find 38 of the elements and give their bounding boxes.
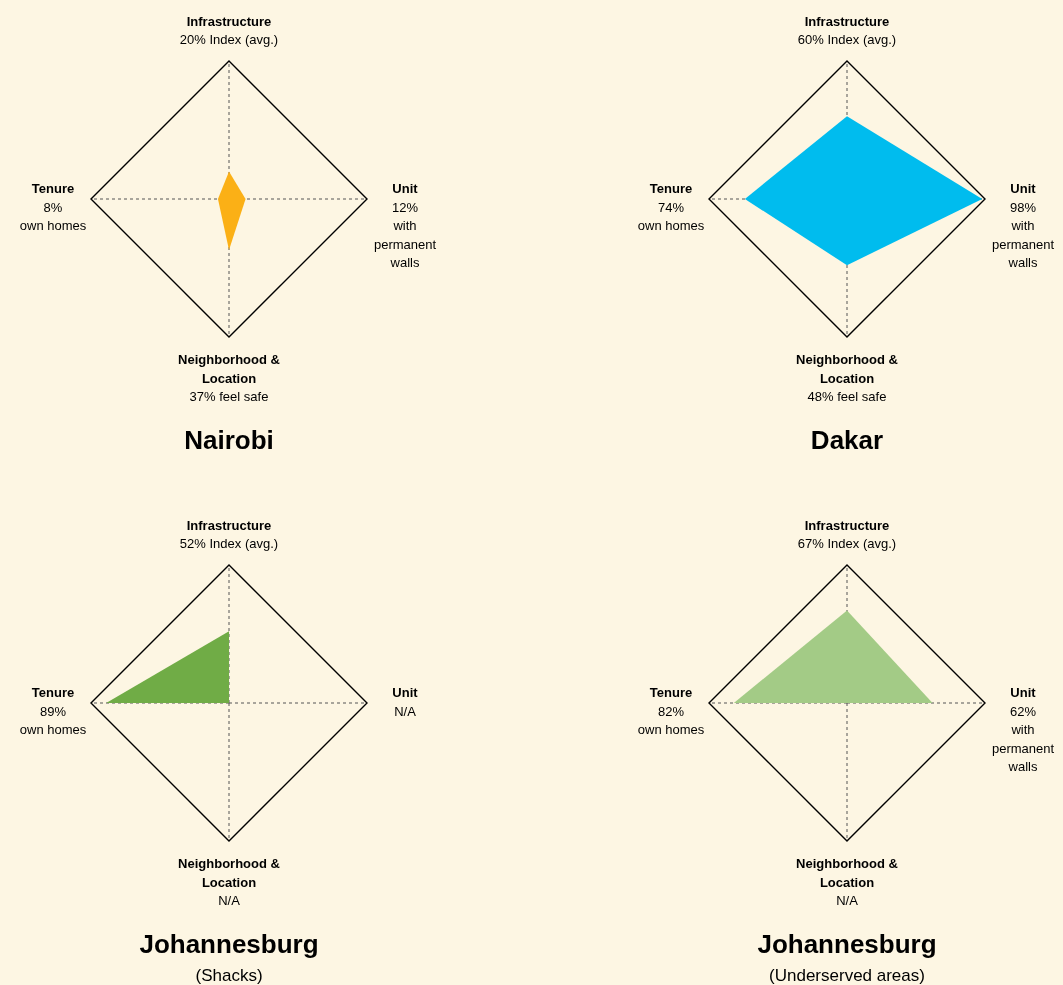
text: 62% with permanent walls [991,703,1055,774]
text: (Underserved areas) [769,966,925,985]
text: 67% Index (avg.) [797,536,897,551]
text: 8% own homes [19,199,87,233]
spoke-label: Infrastructure [186,517,272,533]
spoke-label: Infrastructure [804,517,890,533]
text: 48% feel safe [807,389,887,404]
text: 52% Index (avg.) [179,536,279,551]
spoke-label: Neighborhood & Location [796,856,898,890]
text: 20% Index (avg.) [179,32,279,47]
spoke-label: Tenure [649,685,693,700]
spoke-label: Infrastructure [804,13,890,29]
spoke-label: Neighborhood & Location [796,352,898,386]
text: N/A [218,893,241,908]
spoke-label: Unit [392,181,419,196]
text: (Shacks) [195,966,263,985]
text: Dakar [810,425,884,455]
spoke-label: Infrastructure [186,13,272,29]
text: 89% own homes [19,703,87,737]
text: 82% own homes [637,703,705,737]
text: Nairobi [184,425,274,455]
text: 60% Index (avg.) [797,32,897,47]
spoke-label: Unit [392,685,419,700]
text: 98% with permanent walls [991,199,1055,270]
text: Johannesburg [139,929,319,959]
spoke-label: Unit [1010,685,1037,700]
text: N/A [836,893,859,908]
text: 74% own homes [637,199,705,233]
spoke-label: Tenure [31,685,75,700]
spoke-label: Neighborhood & Location [178,352,280,386]
text: 37% feel safe [189,389,269,404]
spoke-label: Unit [1010,181,1037,196]
spoke-label: Tenure [31,181,75,196]
spoke-label: Neighborhood & Location [178,856,280,890]
spoke-label: Tenure [649,181,693,196]
text: N/A [394,703,417,719]
text: 12% with permanent walls [373,199,437,270]
text: Johannesburg [757,929,937,959]
